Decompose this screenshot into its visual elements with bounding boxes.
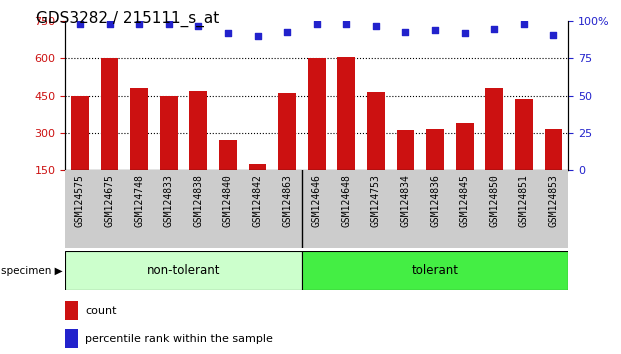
- Bar: [337, 57, 355, 170]
- Point: [460, 30, 469, 36]
- Point: [75, 21, 85, 27]
- Text: GSM124840: GSM124840: [223, 174, 233, 227]
- Bar: [65, 251, 302, 290]
- Text: GSM124646: GSM124646: [312, 174, 322, 227]
- Bar: [154, 170, 184, 248]
- Text: GSM124833: GSM124833: [164, 174, 174, 227]
- Text: GDS3282 / 215111_s_at: GDS3282 / 215111_s_at: [35, 11, 219, 27]
- Point: [519, 21, 529, 27]
- Bar: [515, 99, 533, 170]
- Bar: [189, 91, 207, 170]
- Text: GSM124575: GSM124575: [75, 174, 85, 227]
- Bar: [101, 58, 119, 170]
- Point: [489, 26, 499, 32]
- Bar: [219, 140, 237, 170]
- Bar: [545, 129, 562, 170]
- Point: [223, 30, 233, 36]
- Point: [401, 29, 410, 34]
- Bar: [302, 170, 332, 248]
- Bar: [426, 129, 444, 170]
- Bar: [124, 170, 154, 248]
- Text: GSM124748: GSM124748: [134, 174, 144, 227]
- Text: GSM124850: GSM124850: [489, 174, 499, 227]
- Bar: [243, 170, 273, 248]
- Text: GSM124753: GSM124753: [371, 174, 381, 227]
- Bar: [273, 170, 302, 248]
- Bar: [450, 170, 479, 248]
- Text: count: count: [85, 306, 117, 316]
- Bar: [184, 170, 213, 248]
- Text: GSM124863: GSM124863: [282, 174, 292, 227]
- Text: GSM124838: GSM124838: [193, 174, 203, 227]
- Point: [282, 29, 292, 34]
- Bar: [397, 130, 414, 170]
- Bar: [367, 92, 385, 170]
- Text: percentile rank within the sample: percentile rank within the sample: [85, 334, 273, 344]
- Bar: [65, 301, 78, 320]
- Text: tolerant: tolerant: [412, 264, 458, 277]
- Bar: [95, 170, 124, 248]
- Bar: [391, 170, 420, 248]
- Bar: [538, 170, 568, 248]
- Bar: [160, 96, 178, 170]
- Point: [312, 21, 322, 27]
- Text: specimen ▶: specimen ▶: [1, 266, 63, 276]
- Bar: [248, 164, 266, 170]
- Bar: [332, 170, 361, 248]
- Point: [371, 23, 381, 29]
- Bar: [302, 251, 568, 290]
- Text: GSM124834: GSM124834: [401, 174, 410, 227]
- Text: non-tolerant: non-tolerant: [147, 264, 220, 277]
- Point: [193, 23, 203, 29]
- Bar: [278, 93, 296, 170]
- Bar: [65, 170, 95, 248]
- Text: GSM124851: GSM124851: [519, 174, 529, 227]
- Point: [548, 32, 558, 38]
- Bar: [213, 170, 243, 248]
- Text: GSM124836: GSM124836: [430, 174, 440, 227]
- Text: GSM124842: GSM124842: [253, 174, 263, 227]
- Text: GSM124853: GSM124853: [548, 174, 558, 227]
- Point: [134, 21, 144, 27]
- Bar: [479, 170, 509, 248]
- Point: [104, 21, 114, 27]
- Bar: [71, 96, 89, 170]
- Text: GSM124648: GSM124648: [342, 174, 351, 227]
- Point: [342, 21, 351, 27]
- Point: [430, 27, 440, 33]
- Text: GSM124675: GSM124675: [104, 174, 115, 227]
- Point: [164, 21, 174, 27]
- Point: [253, 33, 263, 39]
- Bar: [486, 88, 503, 170]
- Bar: [509, 170, 538, 248]
- Text: GSM124845: GSM124845: [460, 174, 469, 227]
- Bar: [130, 88, 148, 170]
- Bar: [361, 170, 391, 248]
- Bar: [308, 58, 325, 170]
- Bar: [420, 170, 450, 248]
- Bar: [456, 123, 474, 170]
- Bar: [65, 329, 78, 348]
